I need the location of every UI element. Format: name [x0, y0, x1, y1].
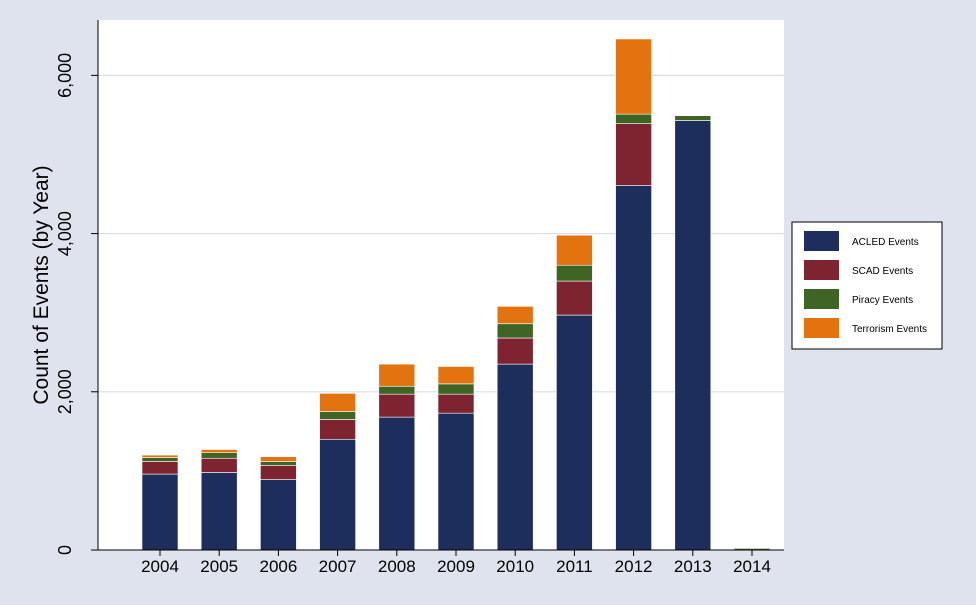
bar-segment-terrorism-events-2012 — [615, 38, 652, 115]
legend-swatch — [804, 318, 839, 338]
axes — [97, 20, 784, 551]
bar-segment-piracy-events-2013 — [674, 115, 712, 121]
x-tick-label: 2011 — [556, 557, 593, 576]
x-tick-label: 2009 — [437, 557, 475, 576]
bar-segment-acled-events-2013 — [674, 120, 712, 551]
bar-segment-terrorism-events-2011 — [556, 234, 593, 266]
legend-swatch — [804, 289, 839, 309]
x-ticks: 2004 2005 2006 2007 2008 2009 2010 2011 2012 2013… — [141, 550, 771, 576]
bar-segment-scad-events-2012 — [615, 123, 652, 186]
y-tick-label: 2,000 — [55, 369, 75, 414]
bar-segment-piracy-events-2011 — [556, 264, 593, 282]
x-tick-label: 2013 — [674, 557, 712, 576]
bar-segment-piracy-events-2009 — [437, 383, 475, 395]
bar-segment-terrorism-events-2007 — [319, 393, 356, 412]
bar-segment-terrorism-events-2010 — [496, 306, 534, 325]
x-tick-label: 2007 — [319, 557, 357, 576]
bar-segment-scad-events-2005 — [200, 457, 238, 473]
bar-segment-acled-events-2006 — [260, 479, 297, 551]
bar-segment-scad-events-2006 — [260, 465, 297, 480]
legend-label: SCAD Events — [852, 266, 913, 277]
x-tick-label: 2006 — [259, 557, 297, 576]
legend-label: Piracy Events — [852, 295, 913, 306]
bar-segment-acled-events-2008 — [378, 416, 416, 551]
bar-segment-terrorism-events-2004 — [141, 454, 179, 458]
x-tick-label: 2014 — [733, 557, 771, 576]
bar-segment-acled-events-2007 — [319, 438, 356, 551]
bar-segment-piracy-events-2010 — [496, 323, 534, 339]
bars — [141, 38, 771, 551]
bar-segment-scad-events-2009 — [437, 393, 475, 414]
bar-segment-acled-events-2005 — [200, 472, 238, 551]
bar-segment-acled-events-2004 — [141, 473, 179, 551]
legend-swatch — [804, 260, 839, 280]
legend-label: ACLED Events — [852, 237, 919, 248]
bar-segment-acled-events-2012 — [615, 185, 652, 551]
y-tick-label: 0 — [55, 545, 75, 555]
x-tick-label: 2005 — [200, 557, 238, 576]
bar-segment-terrorism-events-2008 — [378, 363, 416, 387]
y-axis-label: Count of Events (by Year) — [30, 165, 53, 404]
y-tick-label: 4,000 — [55, 211, 75, 256]
bar-segment-terrorism-events-2006 — [260, 456, 297, 462]
bar-segment-piracy-events-2012 — [615, 113, 652, 124]
bar-segment-piracy-events-2008 — [378, 385, 416, 395]
bar-segment-terrorism-events-2005 — [200, 449, 238, 454]
bar-segment-acled-events-2011 — [556, 314, 593, 551]
bar-segment-piracy-events-2004 — [141, 457, 179, 462]
legend-swatch — [804, 231, 839, 251]
bar-segment-piracy-events-2005 — [200, 452, 238, 459]
bar-segment-scad-events-2004 — [141, 461, 179, 475]
bar-segment-scad-events-2008 — [378, 393, 416, 418]
bar-segment-scad-events-2007 — [319, 419, 356, 440]
x-tick-label: 2010 — [496, 557, 534, 576]
bar-segment-scad-events-2010 — [496, 337, 534, 365]
legend-label: Terrorism Events — [852, 324, 927, 335]
bar-segment-acled-events-2010 — [496, 363, 534, 551]
bar-segment-piracy-events-2007 — [319, 411, 356, 420]
bar-segment-scad-events-2011 — [556, 280, 593, 316]
y-ticks: 0 2,000 4,000 6,000 — [55, 53, 98, 555]
legend: ACLED Events SCAD Events Piracy Events Terr… — [791, 221, 943, 350]
x-tick-label: 2012 — [615, 557, 653, 576]
bar-segment-terrorism-events-2009 — [437, 366, 475, 385]
x-tick-label: 2008 — [378, 557, 416, 576]
x-tick-label: 2004 — [141, 557, 179, 576]
y-tick-label: 6,000 — [55, 53, 75, 98]
bar-segment-acled-events-2009 — [437, 412, 475, 551]
bar-segment-piracy-events-2006 — [260, 461, 297, 466]
